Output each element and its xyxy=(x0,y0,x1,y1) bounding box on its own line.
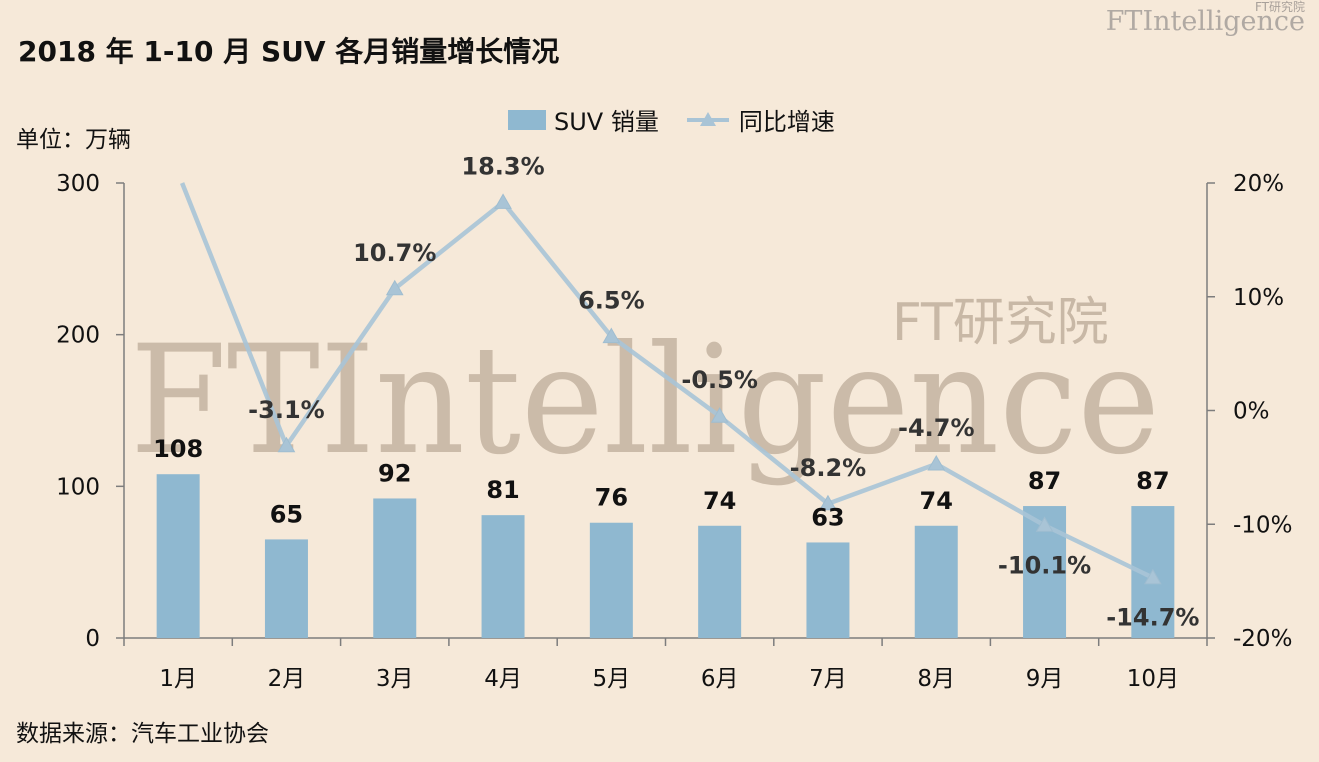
line-marker xyxy=(277,436,296,453)
y-left-tick-label: 200 xyxy=(56,323,100,349)
line-value-label: -8.2% xyxy=(790,454,867,482)
legend-item-bar: SUV 销量 xyxy=(508,102,659,137)
bar-value-label: 87 xyxy=(1028,467,1061,495)
x-tick-label: 6月 xyxy=(701,666,739,692)
bar xyxy=(698,525,742,638)
y-right-tick-label: -10% xyxy=(1233,512,1292,538)
chart-title: 2018 年 1-10 月 SUV 各月销量增长情况 xyxy=(18,35,560,68)
line-marker xyxy=(927,454,946,471)
x-tick-label: 2月 xyxy=(268,666,306,692)
x-tick-label: 3月 xyxy=(376,666,414,692)
x-tick-label: 1月 xyxy=(159,666,197,692)
bar xyxy=(156,474,200,638)
line-value-label: 6.5% xyxy=(578,287,645,315)
line-marker xyxy=(710,407,729,423)
y-left-tick-label: 300 xyxy=(56,171,100,197)
unit-label: 单位：万辆 xyxy=(16,127,131,153)
line-marker xyxy=(385,279,404,296)
x-tick-label: 10月 xyxy=(1127,666,1179,692)
bar-value-label: 87 xyxy=(1136,467,1169,495)
line-marker xyxy=(494,193,512,209)
x-tick-label: 5月 xyxy=(593,666,631,692)
brand-logo-main: FTIntelligence xyxy=(1105,6,1305,37)
line-value-label: -10.1% xyxy=(998,551,1091,579)
chart-legend: SUV 销量 同比增速 xyxy=(508,102,861,137)
y-left-tick-label: 0 xyxy=(85,626,100,652)
y-right-tick-label: 20% xyxy=(1233,171,1284,197)
x-tick-label: 4月 xyxy=(484,666,522,692)
y-right-tick-label: -20% xyxy=(1233,626,1292,652)
bar xyxy=(806,542,850,638)
y-right-tick-label: 0% xyxy=(1233,399,1270,425)
bar-value-label: 74 xyxy=(703,487,736,515)
bar xyxy=(589,522,633,638)
brand-logo-sub: FT研究院 xyxy=(1254,0,1305,14)
bar-value-label: 92 xyxy=(378,459,411,487)
x-tick-label: 7月 xyxy=(809,666,847,692)
y-right-tick-label: 10% xyxy=(1233,285,1284,311)
x-tick-label: 8月 xyxy=(917,666,955,692)
line-marker xyxy=(602,327,621,344)
bar xyxy=(481,515,525,638)
line-marker xyxy=(1035,516,1054,532)
line-value-label: -3.1% xyxy=(248,396,325,424)
watermark-sub: FT研究院 xyxy=(892,293,1109,353)
legend-bar-swatch xyxy=(508,109,546,130)
x-tick-label: 9月 xyxy=(1026,666,1064,692)
bar xyxy=(373,498,417,638)
line-value-label: -14.7% xyxy=(1106,604,1199,632)
y-left-tick-label: 100 xyxy=(56,474,100,500)
bar-value-label: 63 xyxy=(811,503,844,531)
line-marker xyxy=(819,494,837,511)
line-value-label: -4.7% xyxy=(898,414,975,442)
line-marker xyxy=(1143,568,1162,585)
bar-value-label: 65 xyxy=(270,500,303,528)
bar-value-label: 108 xyxy=(153,435,203,463)
brand-logo: FT研究院 FTIntelligence xyxy=(1106,0,1311,37)
bar-value-label: 74 xyxy=(920,487,953,515)
bar xyxy=(914,525,958,638)
watermark-main: FTIntelligence xyxy=(130,314,1160,488)
bar-value-label: 81 xyxy=(486,476,519,504)
legend-line-swatch xyxy=(686,111,729,126)
line-value-label: 10.7% xyxy=(353,239,436,267)
legend-line-label: 同比增速 xyxy=(738,108,835,136)
bar-value-label: 76 xyxy=(595,484,628,512)
legend-item-line: 同比增速 xyxy=(685,102,835,137)
legend-bar-label: SUV 销量 xyxy=(554,108,659,136)
series-line xyxy=(180,182,1154,580)
source-note: 数据来源：汽车工业协会 xyxy=(16,721,269,747)
bar xyxy=(264,539,308,638)
line-value-label: -0.5% xyxy=(681,366,758,394)
line-value-label: 18.3% xyxy=(461,152,544,180)
